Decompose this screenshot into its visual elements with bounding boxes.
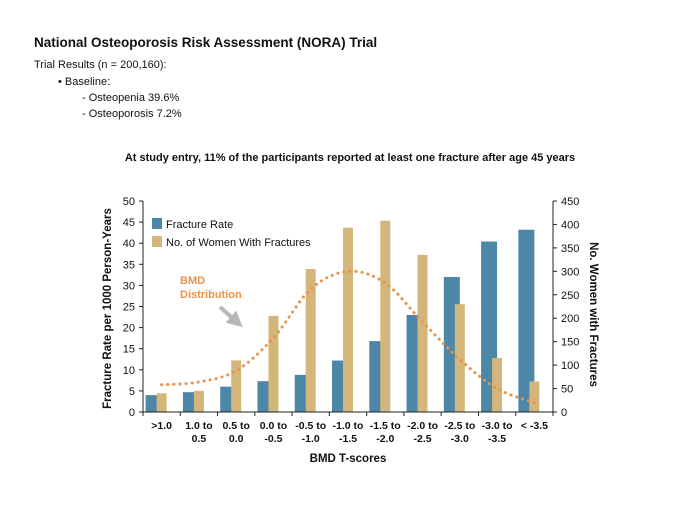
y-axis-title: Fracture Rate per 1000 Person-Years	[102, 208, 114, 409]
x-tick-label: 0.0 to	[260, 420, 287, 432]
page-title: National Osteoporosis Risk Assessment (N…	[34, 35, 378, 50]
y-tick-label: 30	[123, 280, 135, 292]
annotation-arrow	[218, 305, 243, 328]
y2-tick-label: 150	[561, 337, 579, 349]
x-tick-label: 0.5 to	[222, 420, 249, 432]
bar-women-with-fractures	[492, 358, 503, 412]
chart-title: At study entry, 11% of the participants …	[124, 152, 576, 164]
y2-tick-label: 300	[561, 266, 579, 278]
bar-women-with-fractures	[454, 304, 465, 412]
y2-tick-label: 200	[561, 313, 579, 325]
bar-fracture-rate	[518, 229, 535, 412]
legend-swatch-fracture-rate	[152, 218, 162, 229]
x-tick-label: -1.5 to	[370, 420, 401, 432]
x-tick-label: -2.5	[413, 433, 431, 445]
x-tick-label: -1.0	[302, 433, 320, 445]
bar-women-with-fractures	[343, 227, 353, 412]
bar-women-with-fractures	[380, 220, 391, 412]
y2-tick-label: 50	[561, 384, 573, 396]
bar-women-with-fractures	[156, 393, 167, 412]
x-tick-label: -2.5 to	[444, 420, 475, 432]
x-tick-label: -3.5	[488, 433, 506, 445]
bar-women-with-fractures	[305, 268, 316, 412]
x-axis-title: BMD T-scores	[310, 453, 387, 465]
osteoporosis-stat: - Osteoporosis 7.2%	[82, 108, 182, 120]
y2-tick-label: 0	[561, 407, 567, 419]
bar-women-with-fractures	[529, 381, 540, 412]
bar-women-with-fractures	[231, 360, 242, 412]
y-tick-label: 25	[123, 302, 135, 314]
bar-women-with-fractures	[417, 254, 428, 412]
y-tick-label: 10	[123, 365, 135, 377]
y-tick-label: 5	[129, 386, 135, 398]
y2-tick-label: 100	[561, 360, 579, 372]
x-tick-label: -3.0	[451, 433, 469, 445]
y-tick-label: 50	[123, 196, 135, 208]
y2-tick-label: 450	[561, 196, 579, 208]
x-tick-label: 1.0 to	[185, 420, 212, 432]
bmd-distribution-annotation: BMD	[180, 275, 205, 287]
legend-swatch-women-with-fractures	[152, 236, 162, 247]
x-tick-label: -1.0 to	[333, 420, 364, 432]
y2-tick-label: 350	[561, 243, 579, 255]
y-tick-label: 35	[123, 259, 135, 271]
y2-tick-label: 400	[561, 219, 579, 231]
y-tick-label: 40	[123, 238, 135, 250]
x-tick-label: 0.0	[229, 433, 244, 445]
y-tick-label: 0	[129, 407, 135, 419]
y2-axis-title: No. Women with Fractures	[587, 242, 599, 387]
y-tick-label: 20	[123, 323, 135, 335]
trial-results-line: Trial Results (n = 200,160):	[34, 59, 167, 71]
x-tick-label: -2.0	[376, 433, 394, 445]
x-tick-label: 0.5	[192, 433, 207, 445]
baseline-label: • Baseline:	[58, 76, 111, 88]
y-tick-label: 15	[123, 344, 135, 356]
bmd-distribution-annotation: Distribution	[180, 289, 242, 301]
x-tick-label: < -3.5	[521, 420, 548, 432]
x-tick-label: -2.0 to	[407, 420, 438, 432]
legend-label-fracture-rate: Fracture Rate	[166, 219, 233, 231]
x-tick-label: >1.0	[151, 420, 172, 432]
bar-women-with-fractures	[268, 315, 279, 412]
osteopenia-stat: - Osteopenia 39.6%	[82, 92, 180, 104]
x-tick-label: -0.5	[264, 433, 282, 445]
x-tick-label: -3.0 to	[482, 420, 513, 432]
bmd-distribution-curve	[160, 269, 536, 405]
y-tick-label: 45	[123, 217, 135, 229]
x-tick-label: -0.5 to	[295, 420, 326, 432]
legend-label-women-with-fractures: No. of Women With Fractures	[166, 237, 311, 249]
bar-women-with-fractures	[193, 390, 204, 412]
y2-tick-label: 250	[561, 290, 579, 302]
x-tick-label: -1.5	[339, 433, 357, 445]
